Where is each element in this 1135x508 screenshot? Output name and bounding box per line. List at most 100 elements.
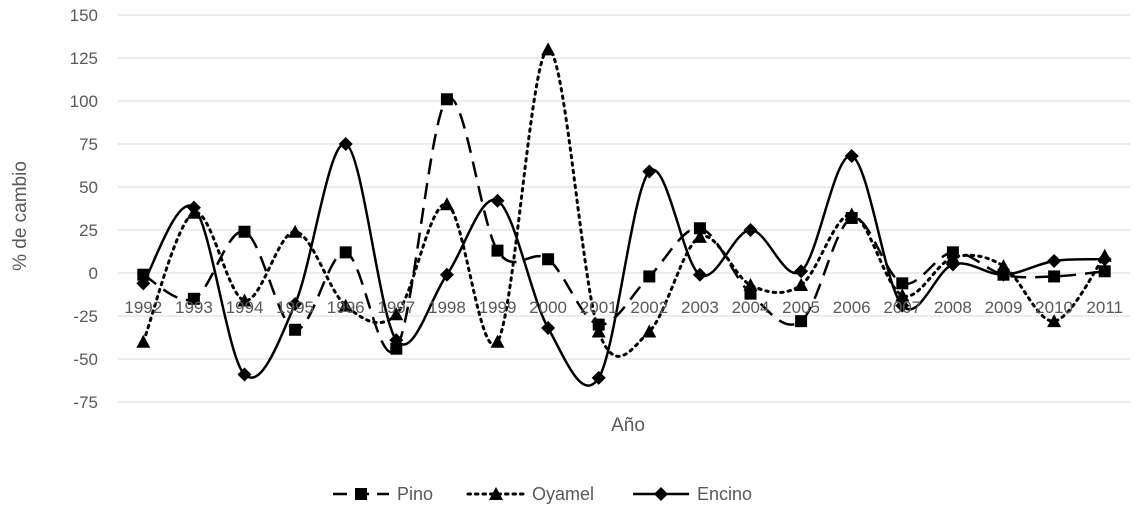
x-tick-label: 2004 bbox=[732, 298, 770, 317]
x-tick-label: 2011 bbox=[1086, 298, 1123, 317]
data-point-pino bbox=[491, 244, 504, 257]
data-point-encino bbox=[338, 137, 353, 151]
data-point-oyamel bbox=[541, 42, 556, 56]
x-tick-label: 1996 bbox=[327, 298, 365, 317]
series-markers bbox=[136, 42, 1112, 385]
data-point-encino bbox=[237, 367, 252, 382]
data-point-encino bbox=[136, 276, 151, 291]
data-point-encino bbox=[945, 257, 960, 272]
data-point-pino bbox=[440, 93, 453, 106]
data-point-pino bbox=[1098, 265, 1111, 278]
x-tick-label: 2008 bbox=[934, 298, 972, 317]
x-axis-title: Año bbox=[611, 415, 645, 436]
x-axis-tick-labels: 1992 1993 1994 1995 1996 1997 1998 1999 2000 2001… bbox=[124, 298, 1123, 317]
data-point-oyamel bbox=[591, 324, 606, 338]
data-point-pino bbox=[542, 253, 555, 266]
x-tick-label: 2009 bbox=[985, 298, 1023, 317]
legend-item-oyamel: Oyamel bbox=[466, 484, 594, 504]
y-axis-title: % de cambio bbox=[10, 161, 31, 271]
x-tick-label: 1997 bbox=[377, 298, 415, 317]
legend-label-oyamel: Oyamel bbox=[532, 484, 594, 504]
x-tick-label: 1992 bbox=[124, 298, 162, 317]
y-tick-label: -25 bbox=[73, 307, 98, 326]
data-point-pino bbox=[693, 222, 706, 235]
data-point-pino bbox=[390, 342, 403, 355]
x-tick-label: 1998 bbox=[428, 298, 466, 317]
y-tick-label: -50 bbox=[73, 350, 98, 369]
data-point-encino bbox=[541, 321, 556, 336]
data-point-encino bbox=[591, 370, 606, 385]
data-point-oyamel bbox=[389, 307, 404, 321]
data-point-encino bbox=[389, 333, 404, 348]
y-tick-label: 50 bbox=[79, 178, 98, 197]
y-tick-label: 75 bbox=[79, 135, 98, 154]
data-point-encino bbox=[642, 164, 657, 179]
y-tick-label: -75 bbox=[73, 393, 98, 412]
data-point-oyamel bbox=[844, 207, 859, 221]
data-point-oyamel bbox=[794, 278, 809, 292]
data-point-oyamel bbox=[692, 229, 707, 243]
legend-marker-oyamel bbox=[489, 487, 503, 500]
data-point-oyamel bbox=[136, 334, 151, 348]
data-point-encino bbox=[439, 267, 454, 282]
y-tick-label: 125 bbox=[70, 49, 98, 68]
data-point-encino bbox=[794, 264, 809, 279]
legend-label-encino: Encino bbox=[697, 484, 752, 504]
legend-item-pino: Pino bbox=[333, 484, 433, 504]
data-point-encino bbox=[844, 149, 859, 164]
data-point-oyamel bbox=[895, 288, 910, 302]
data-point-oyamel bbox=[490, 334, 505, 348]
data-point-oyamel bbox=[642, 324, 657, 338]
data-point-pino bbox=[795, 315, 808, 328]
legend: Pino Oyamel Encino bbox=[333, 484, 752, 504]
data-point-oyamel bbox=[288, 224, 303, 238]
x-tick-label: 2005 bbox=[782, 298, 820, 317]
data-point-encino bbox=[490, 193, 505, 208]
data-point-encino bbox=[1047, 253, 1062, 268]
data-point-oyamel bbox=[1047, 314, 1062, 328]
legend-marker-encino bbox=[654, 487, 668, 501]
gridlines bbox=[118, 14, 1130, 403]
data-point-encino bbox=[186, 200, 201, 215]
data-point-oyamel bbox=[338, 298, 353, 312]
data-point-pino bbox=[339, 246, 352, 259]
y-axis-tick-labels: 150 125 100 75 50 25 0 -25 -50 -75 bbox=[70, 6, 98, 412]
x-tick-label: 1995 bbox=[276, 298, 314, 317]
data-point-pino bbox=[896, 277, 909, 290]
x-tick-label: 2006 bbox=[833, 298, 871, 317]
y-tick-label: 0 bbox=[89, 264, 98, 283]
data-point-encino bbox=[288, 296, 303, 311]
data-point-encino bbox=[1097, 252, 1112, 267]
data-point-pino bbox=[1048, 270, 1061, 283]
data-point-encino bbox=[743, 223, 758, 237]
legend-item-encino: Encino bbox=[633, 484, 752, 504]
y-tick-label: 150 bbox=[70, 6, 98, 25]
x-tick-label: 1993 bbox=[175, 298, 213, 317]
x-tick-label: 2000 bbox=[529, 298, 567, 317]
series-line-encino bbox=[142, 142, 1105, 387]
x-tick-label: 2010 bbox=[1035, 298, 1073, 317]
x-tick-label: 2002 bbox=[630, 298, 668, 317]
legend-marker-pino bbox=[355, 488, 367, 500]
data-point-pino bbox=[238, 225, 251, 238]
data-point-encino bbox=[895, 298, 910, 313]
data-point-oyamel bbox=[439, 197, 454, 211]
data-point-pino bbox=[187, 292, 200, 305]
data-point-pino bbox=[289, 323, 302, 336]
data-point-encino bbox=[996, 267, 1011, 282]
data-point-oyamel bbox=[743, 278, 758, 292]
legend-label-pino: Pino bbox=[397, 484, 433, 504]
data-point-encino bbox=[692, 267, 707, 282]
x-tick-label: 2007 bbox=[883, 298, 921, 317]
x-tick-label: 2001 bbox=[580, 298, 618, 317]
x-tick-label: 1999 bbox=[479, 298, 517, 317]
x-tick-label: 2003 bbox=[681, 298, 719, 317]
data-point-pino bbox=[137, 268, 150, 281]
y-tick-label: 100 bbox=[70, 92, 98, 111]
x-tick-label: 1994 bbox=[226, 298, 264, 317]
data-point-pino bbox=[643, 270, 656, 283]
y-tick-label: 25 bbox=[79, 221, 98, 240]
series-lines bbox=[141, 47, 1107, 387]
